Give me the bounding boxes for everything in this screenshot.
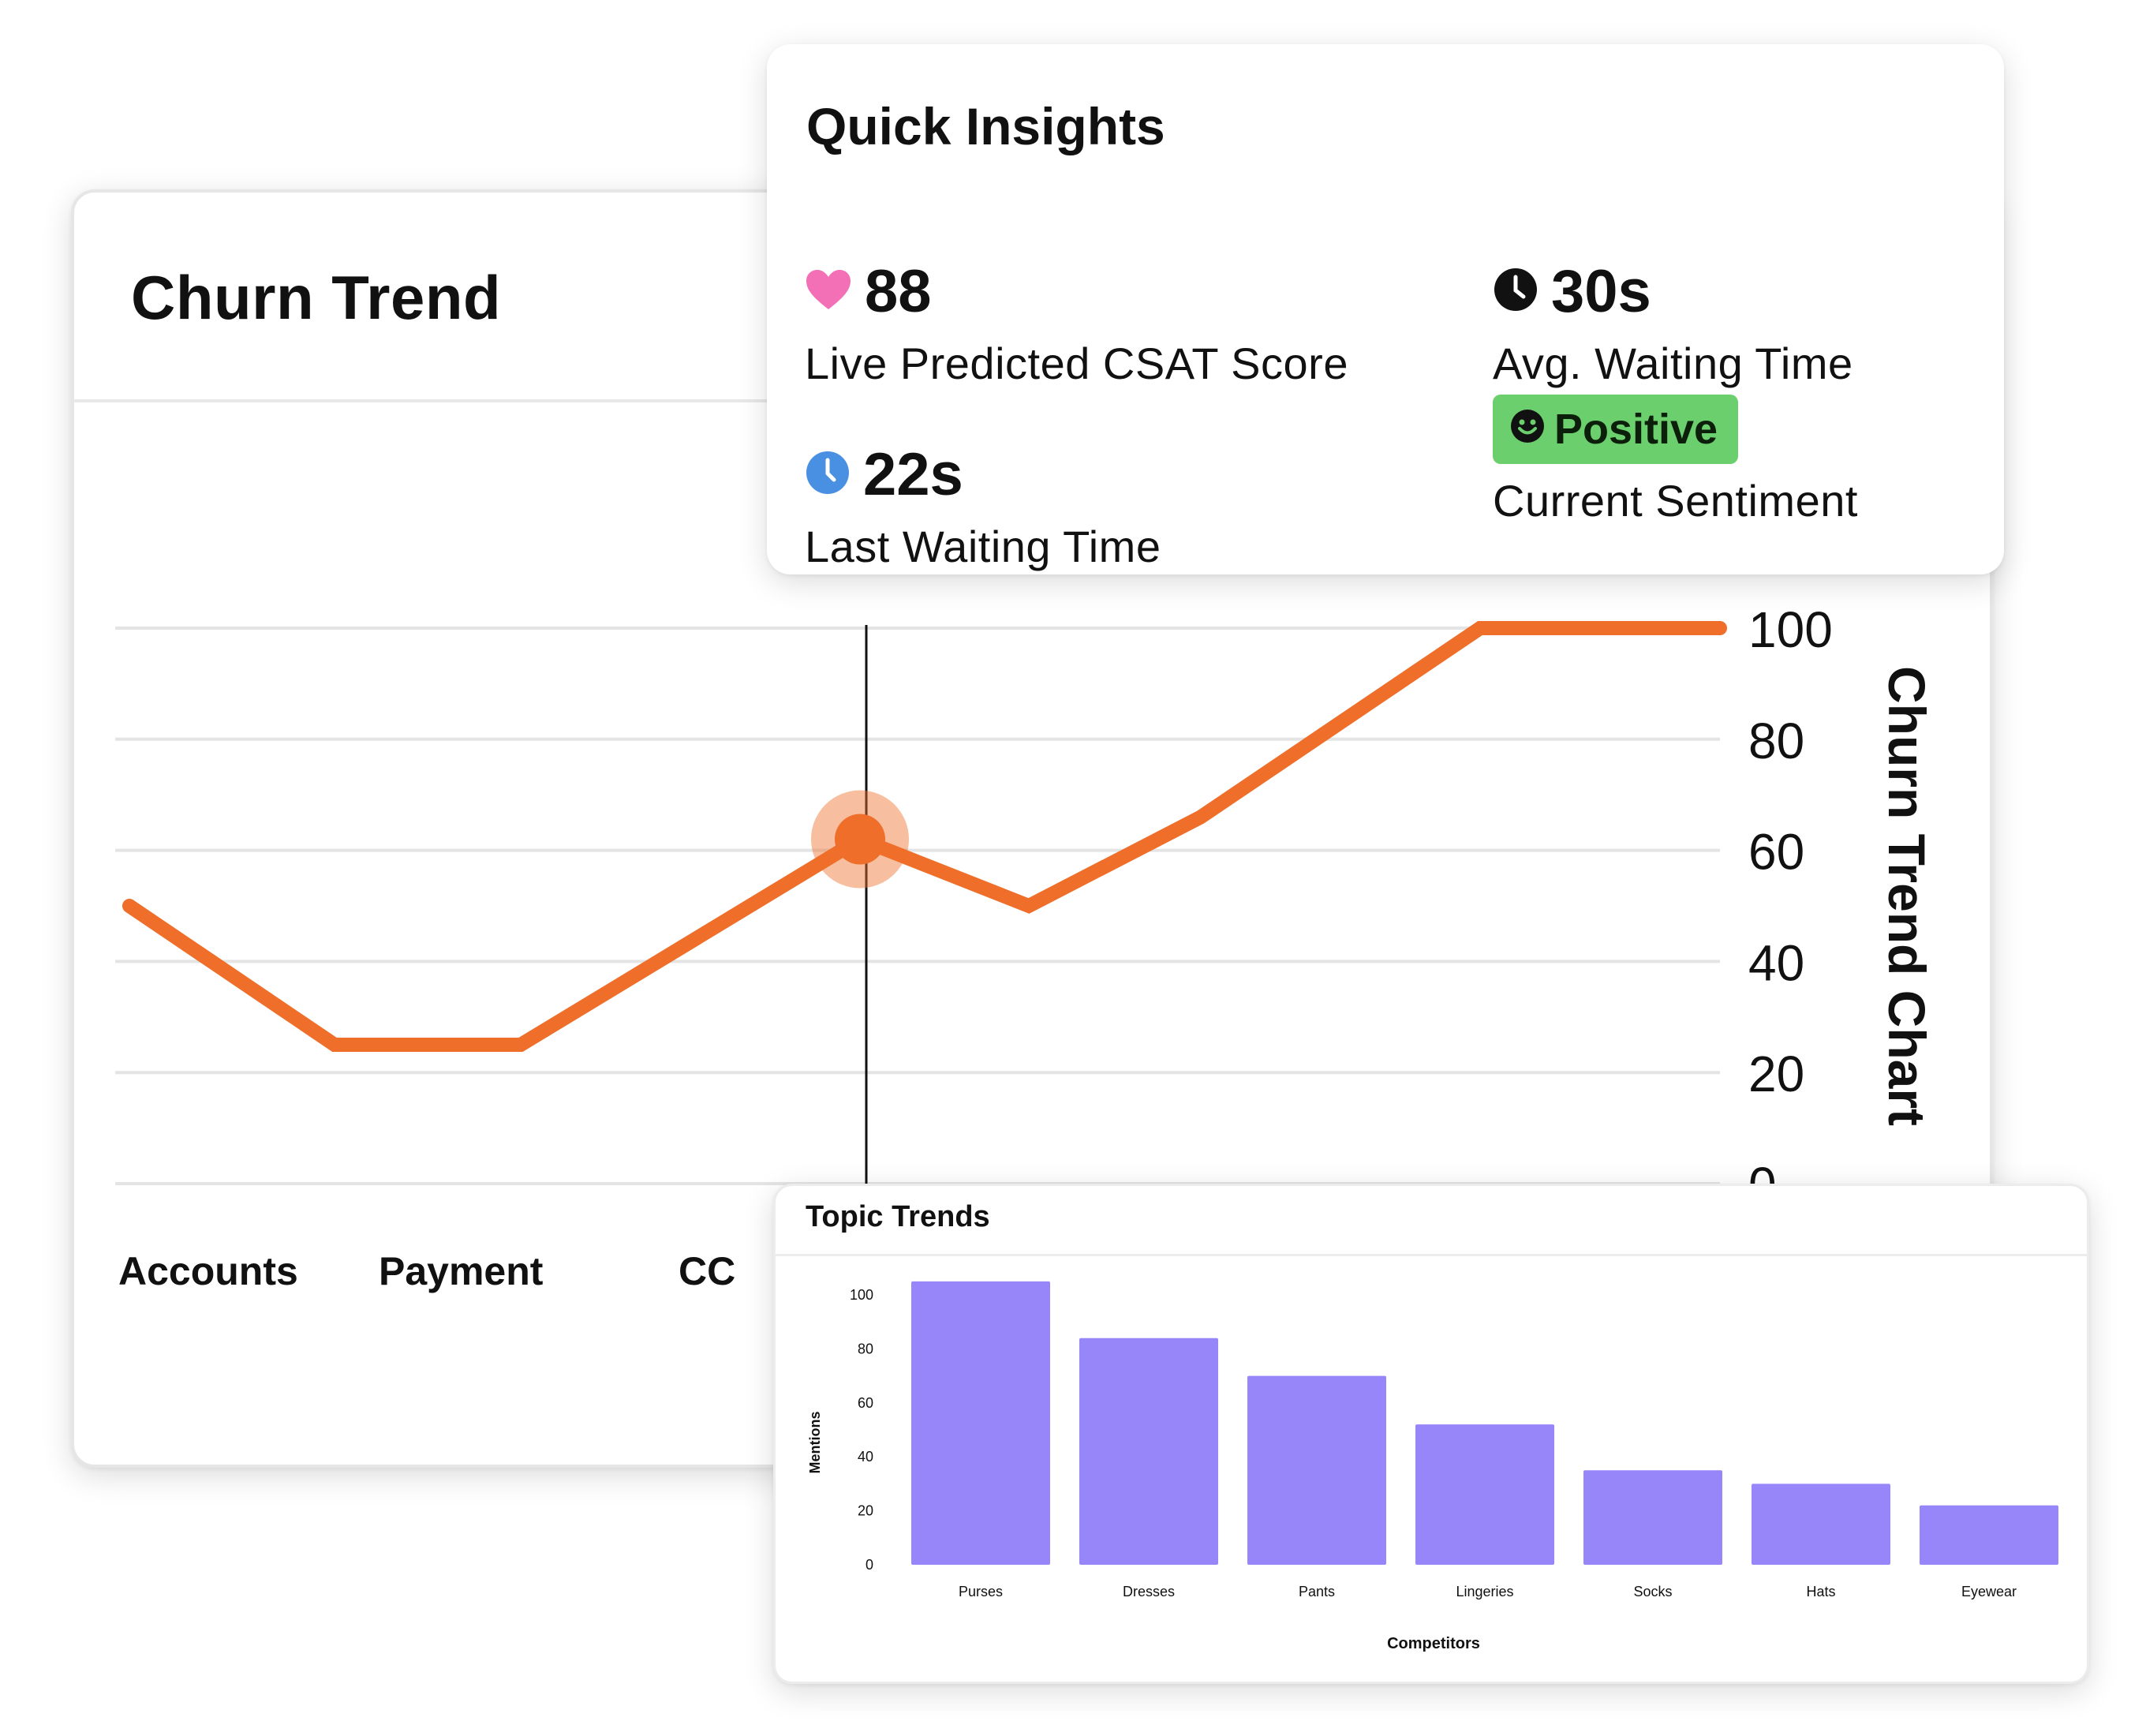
last-wait-value: 22s <box>863 440 963 508</box>
sentiment-label: Current Sentiment <box>1493 476 1858 526</box>
churn-line-chart: 020406080100Churn Trend ChartAccountsPay… <box>115 601 1936 1293</box>
topic-bar-chart: 0 20 40 60 80 100 Mentions Purses Dresses Pants Li… <box>807 1281 2058 1652</box>
y-tick-label: 40 <box>858 1449 873 1465</box>
bar <box>1079 1338 1218 1565</box>
y-tick-label: 100 <box>1748 601 1833 658</box>
y-tick-label: 60 <box>1748 824 1804 881</box>
x-tick-label: Hats <box>1806 1584 1835 1599</box>
x-tick-label: Socks <box>1633 1584 1672 1599</box>
y-axis-title: Mentions <box>807 1412 823 1474</box>
csat-value: 88 <box>865 257 932 325</box>
smile-icon <box>1510 405 1545 454</box>
x-axis-title: Competitors <box>1387 1635 1480 1652</box>
y-tick-label: 40 <box>1748 934 1804 991</box>
y-tick-label: 60 <box>858 1395 873 1411</box>
highlight-point <box>835 814 885 865</box>
x-tick-label: Payment <box>379 1249 544 1293</box>
last-wait-label: Last Waiting Time <box>805 522 1161 571</box>
y-tick-label: 20 <box>858 1503 873 1519</box>
bar <box>1415 1424 1554 1565</box>
bar <box>1920 1505 2058 1565</box>
x-tick-label: CC <box>679 1249 735 1293</box>
y-tick-label: 80 <box>858 1341 873 1356</box>
avg-wait-value: 30s <box>1551 257 1651 325</box>
clock-icon <box>1493 267 1538 316</box>
csat-metric: 88 Live Predicted CSAT Score <box>805 256 1348 389</box>
last-wait-metric: 22s Last Waiting Time <box>805 439 1161 572</box>
avg-wait-label: Avg. Waiting Time <box>1493 339 1853 388</box>
bar <box>1247 1375 1386 1565</box>
churn-series-line <box>122 621 1727 1052</box>
y-tick-label: 100 <box>850 1287 873 1303</box>
quick-insights-title: Quick Insights <box>806 97 1165 155</box>
y-axis-title: Churn Trend Chart <box>1878 666 1936 1126</box>
churn-trend-title: Churn Trend <box>131 263 502 332</box>
bar <box>1752 1483 1890 1565</box>
x-tick-label: Accounts <box>118 1249 298 1293</box>
sentiment-metric: Positive Current Sentiment <box>1493 395 1858 526</box>
y-tick-label: 0 <box>866 1557 873 1573</box>
topic-trends-divider <box>776 1254 2087 1256</box>
x-tick-label: Lingeries <box>1456 1584 1513 1599</box>
csat-label: Live Predicted CSAT Score <box>805 339 1348 388</box>
y-tick-label: 20 <box>1748 1046 1804 1102</box>
x-tick-label: Eyewear <box>1961 1584 2017 1599</box>
bar <box>1583 1470 1722 1565</box>
sentiment-value: Positive <box>1554 406 1718 453</box>
topic-trends-card: Topic Trends 0 20 40 60 80 100 Mentions Purses D… <box>773 1184 2089 1684</box>
avg-wait-metric: 30s Avg. Waiting Time <box>1493 256 1853 389</box>
y-tick-label: 80 <box>1748 713 1804 769</box>
quick-insights-card: Quick Insights 88 Live Predicted CSAT Sc… <box>767 44 2004 574</box>
topic-trends-title: Topic Trends <box>806 1200 990 1233</box>
heart-icon <box>805 268 852 315</box>
x-tick-label: Pants <box>1299 1584 1335 1599</box>
x-tick-label: Dresses <box>1123 1584 1175 1599</box>
bar <box>911 1281 1050 1565</box>
clock-blue-icon <box>805 450 851 499</box>
x-tick-label: Purses <box>959 1584 1003 1599</box>
sentiment-badge: Positive <box>1493 395 1739 464</box>
